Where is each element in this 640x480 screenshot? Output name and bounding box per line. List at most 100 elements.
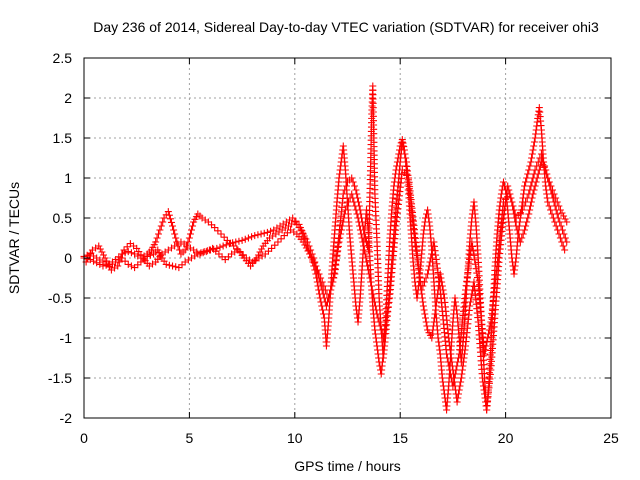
data-point	[349, 178, 357, 186]
data-point	[146, 251, 154, 259]
data-point	[421, 314, 429, 322]
data-point	[127, 262, 135, 270]
data-point	[457, 378, 465, 386]
data-point	[244, 234, 252, 242]
x-tick-label: 20	[498, 430, 514, 446]
data-point	[369, 290, 377, 298]
data-point	[520, 202, 528, 210]
data-point	[332, 260, 340, 268]
data-point	[527, 158, 535, 166]
data-point	[205, 246, 213, 254]
data-point	[364, 262, 372, 270]
data-point	[434, 269, 442, 277]
data-point	[523, 194, 531, 202]
data-point	[360, 242, 368, 250]
data-point	[526, 186, 534, 194]
data-point	[364, 266, 372, 274]
data-point	[211, 224, 219, 232]
data-point	[348, 174, 356, 182]
data-point	[165, 261, 173, 269]
data-point	[379, 334, 387, 342]
y-tick-label: 2	[64, 90, 72, 106]
data-point	[446, 366, 454, 374]
data-point	[202, 248, 210, 256]
data-point	[510, 206, 518, 214]
data-point	[518, 234, 526, 242]
data-point	[550, 190, 558, 198]
data-point	[468, 290, 476, 298]
data-point	[327, 286, 335, 294]
data-point	[531, 166, 539, 174]
data-point	[431, 247, 439, 255]
data-point	[526, 202, 534, 210]
data-point	[310, 254, 318, 262]
data-point	[559, 226, 567, 234]
data-point	[435, 277, 443, 285]
data-point	[106, 263, 114, 271]
data-point	[505, 186, 513, 194]
data-point	[368, 286, 376, 294]
data-point	[484, 334, 492, 342]
y-tick-label: 0	[64, 250, 72, 266]
data-point	[543, 170, 551, 178]
data-point	[171, 230, 179, 238]
data-point	[526, 162, 534, 170]
data-point	[313, 266, 321, 274]
y-tick-label: 2.5	[53, 50, 73, 66]
data-point	[499, 178, 507, 186]
data-point	[89, 257, 97, 265]
plot-area	[80, 82, 571, 414]
data-point	[238, 236, 246, 244]
data-point	[540, 158, 548, 166]
data-point	[523, 218, 531, 226]
data-point	[432, 251, 440, 259]
data-point	[421, 310, 429, 318]
data-point	[547, 182, 555, 190]
data-point	[426, 258, 434, 266]
data-point	[444, 358, 452, 366]
data-point	[96, 245, 104, 253]
data-point	[453, 362, 461, 370]
data-point	[513, 226, 521, 234]
data-point	[317, 282, 325, 290]
data-point	[169, 262, 177, 270]
data-point	[516, 238, 524, 246]
data-point	[529, 174, 537, 182]
data-point	[157, 222, 165, 230]
data-point	[420, 306, 428, 314]
data-point	[355, 218, 363, 226]
data-point	[557, 222, 565, 230]
data-point	[357, 230, 365, 238]
data-point	[297, 226, 305, 234]
data-point	[308, 250, 316, 258]
data-point	[380, 330, 388, 338]
data-point	[486, 322, 494, 330]
data-point	[466, 298, 474, 306]
data-point	[366, 274, 374, 282]
data-point	[455, 386, 463, 394]
data-point	[271, 241, 279, 249]
data-point	[424, 266, 432, 274]
data-point	[529, 146, 537, 154]
data-point	[527, 182, 535, 190]
data-point	[314, 270, 322, 278]
data-point	[169, 222, 177, 230]
data-point	[305, 242, 313, 250]
data-point	[425, 262, 433, 270]
data-point	[401, 150, 409, 158]
data-point	[339, 218, 347, 226]
data-point	[549, 186, 557, 194]
data-point	[258, 245, 266, 253]
data-point	[463, 273, 471, 281]
data-point	[332, 256, 340, 264]
data-point	[483, 338, 491, 346]
data-point	[117, 254, 125, 262]
data-point	[377, 326, 385, 334]
data-point	[363, 258, 371, 266]
data-point	[87, 249, 95, 257]
data-point	[124, 248, 132, 256]
data-point	[185, 234, 193, 242]
data-point	[322, 302, 330, 310]
data-point	[433, 260, 441, 268]
data-point	[473, 274, 481, 282]
